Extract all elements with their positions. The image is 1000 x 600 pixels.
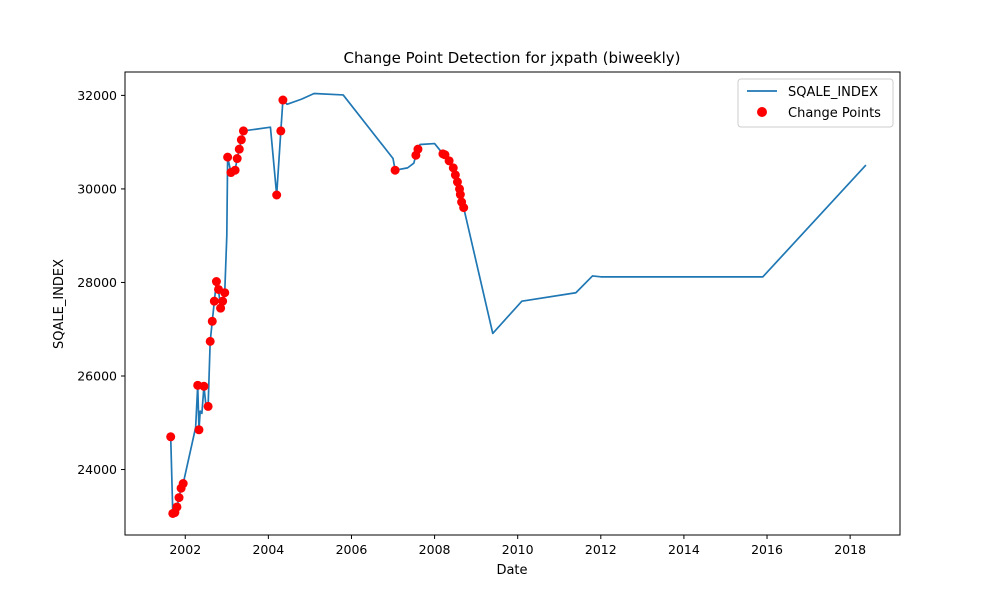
x-tick-label: 2014 [668,542,700,557]
change-point-marker [218,296,228,306]
change-point-marker [452,177,462,187]
change-point-marker [413,144,423,154]
y-tick-label: 24000 [77,462,117,477]
change-point-marker [444,156,454,166]
change-point-marker [272,190,282,200]
change-point-marker [450,170,460,180]
x-tick-label: 2018 [834,542,866,557]
change-point-marker [194,425,204,435]
legend-label-change-points: Change Points [788,106,881,121]
change-point-marker [203,401,213,411]
change-point-marker [390,165,400,175]
sqale-index-line [169,92,867,515]
change-point-marker [178,479,188,489]
change-point-marker [199,381,209,391]
y-tick-label: 30000 [77,181,117,196]
x-tick-label: 2006 [336,542,368,557]
change-point-marker [234,144,244,154]
change-points-series [166,95,469,518]
y-tick-label: 28000 [77,275,117,290]
change-point-marker [448,163,458,173]
sqale-index-series [169,92,867,515]
change-point-marker [209,296,219,306]
change-point-marker [232,154,242,164]
legend: SQALE_INDEX Change Points [737,78,894,128]
x-tick-label: 2002 [169,542,201,557]
change-point-marker [223,152,233,162]
change-point-marker [238,126,248,136]
y-axis-label: SQALE_INDEX [52,259,67,349]
change-point-marker [207,316,217,326]
change-point-marker [172,502,182,512]
y-tick-label: 26000 [77,368,117,383]
change-point-marker [220,288,230,298]
change-point-marker [216,303,226,313]
x-axis-label: Date [496,563,527,578]
change-point-marker [276,126,286,136]
chart-title: Change Point Detection for jxpath (biwee… [343,49,680,67]
x-tick-label: 2008 [419,542,451,557]
plot-frame [124,71,901,536]
y-tick-label: 32000 [77,88,117,103]
x-tick-label: 2016 [751,542,783,557]
legend-label-sqale-index: SQALE_INDEX [788,85,878,100]
x-axis: 2002 2004 2006 2008 2010 2012 2014 2016 2018 [169,535,866,557]
x-tick-label: 2010 [502,542,534,557]
change-point-marker [455,190,465,200]
change-point-marker [236,135,246,145]
change-point-marker [166,432,176,442]
change-point-marker [174,493,184,503]
y-axis: 24000 26000 28000 30000 32000 [77,88,125,477]
change-point-marker [459,203,469,213]
change-point-marker [230,165,240,175]
change-point-marker [211,277,221,287]
plot-area [166,92,867,518]
x-tick-label: 2012 [585,542,617,557]
change-point-marker [278,95,288,105]
change-point-marker [205,336,215,346]
x-tick-label: 2004 [252,542,284,557]
legend-marker-swatch [757,107,767,117]
